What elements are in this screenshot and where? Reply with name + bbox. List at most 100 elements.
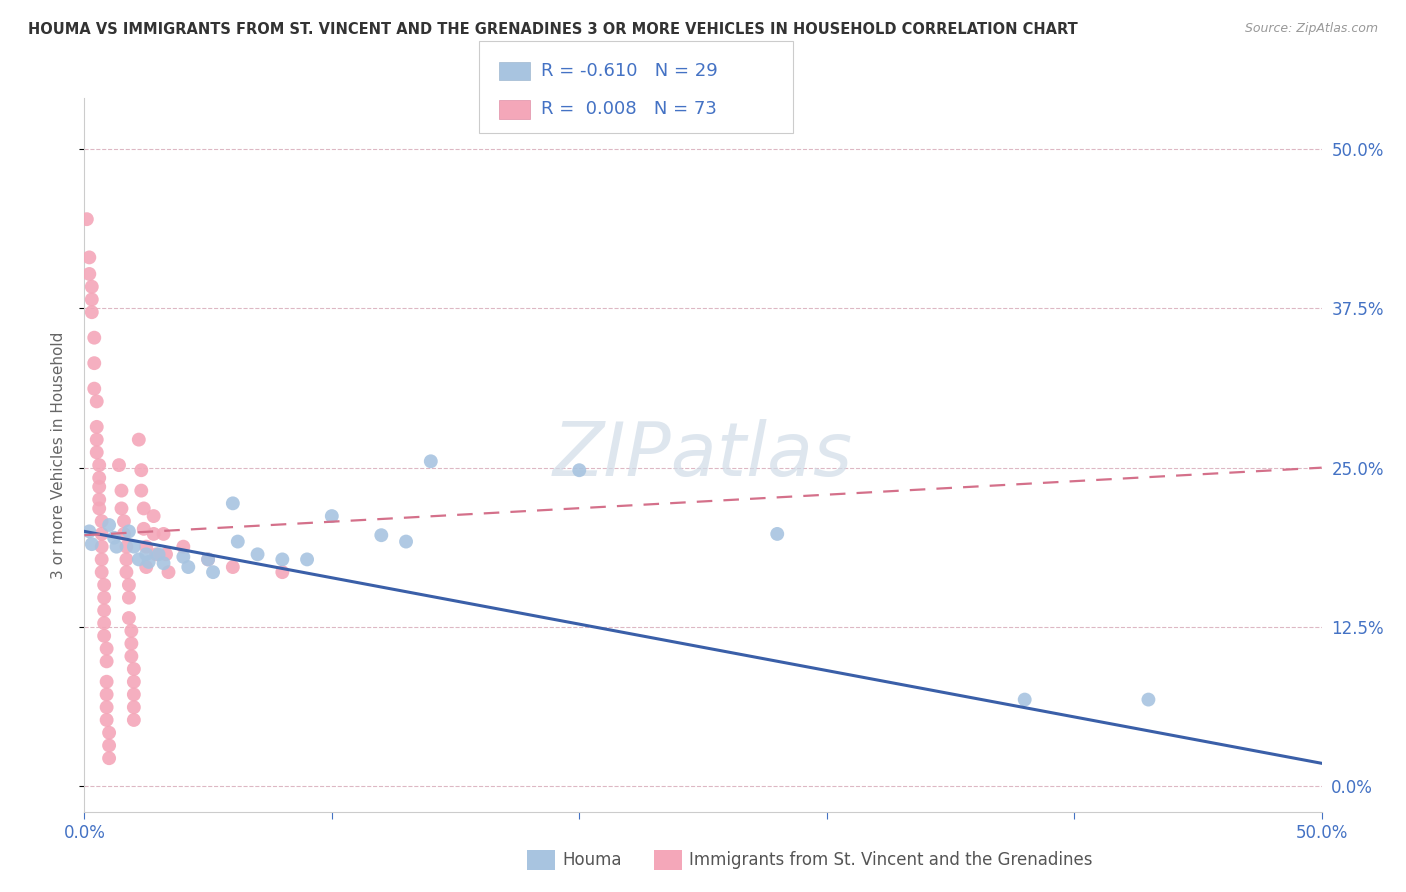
Point [90,565,112,579]
Point [129,463,152,477]
Point [120,624,142,638]
Point [157,565,180,579]
Point [120,636,142,650]
Point [86,394,108,409]
Point [79,251,101,265]
Point [96,713,118,727]
Point [122,540,145,554]
Point [79,524,101,539]
Point [108,458,131,472]
Point [96,654,118,668]
Point [89,480,111,494]
Point [222,496,245,510]
Point [118,524,141,539]
Point [86,433,108,447]
Point [122,662,145,676]
Point [177,560,200,574]
Point [115,552,138,566]
Point [80,305,103,319]
Point [89,458,111,472]
Text: Houma: Houma [562,851,621,869]
Text: Immigrants from St. Vincent and the Grenadines: Immigrants from St. Vincent and the Gren… [689,851,1092,869]
Point [103,531,125,545]
Text: HOUMA VS IMMIGRANTS FROM ST. VINCENT AND THE GRENADINES 3 OR MORE VEHICLES IN HO: HOUMA VS IMMIGRANTS FROM ST. VINCENT AND… [28,22,1078,37]
Point [83,356,105,370]
Point [80,279,103,293]
Point [122,688,145,702]
Point [98,518,121,533]
Point [197,552,219,566]
Text: ZIPatlas: ZIPatlas [553,419,853,491]
Text: R = -0.610   N = 29: R = -0.610 N = 29 [541,62,718,80]
Point [98,739,121,753]
Point [112,527,135,541]
Point [226,534,249,549]
Point [89,471,111,485]
Point [93,591,115,605]
Point [135,540,157,554]
Point [93,578,115,592]
Point [86,420,108,434]
Point [83,331,105,345]
Point [122,713,145,727]
Point [202,565,225,579]
Point [80,293,103,307]
Text: R =  0.008   N = 73: R = 0.008 N = 73 [541,100,717,119]
Point [148,547,170,561]
Point [89,492,111,507]
Point [96,674,118,689]
Point [110,501,132,516]
Point [295,552,318,566]
Point [568,463,591,477]
Point [132,501,155,516]
Point [222,560,245,574]
Point [152,527,174,541]
Point [271,565,294,579]
Point [1137,692,1160,706]
Point [76,212,98,227]
Point [172,540,194,554]
Point [395,534,418,549]
Point [96,641,118,656]
Point [90,540,112,554]
Point [90,552,112,566]
Point [98,725,121,739]
Text: Source: ZipAtlas.com: Source: ZipAtlas.com [1244,22,1378,36]
Point [271,552,294,566]
Point [152,556,174,570]
Point [142,527,165,541]
Point [118,591,141,605]
Point [115,565,138,579]
Y-axis label: 3 or more Vehicles in Household: 3 or more Vehicles in Household [51,331,66,579]
Point [118,578,141,592]
Point [118,611,141,625]
Point [132,522,155,536]
Point [89,501,111,516]
Point [197,552,219,566]
Point [129,483,152,498]
Point [86,445,108,459]
Point [112,514,135,528]
Point [98,751,121,765]
Point [766,527,789,541]
Point [142,509,165,524]
Point [90,514,112,528]
Point [419,454,441,468]
Point [246,547,269,561]
Point [96,700,118,714]
Point [370,528,392,542]
Point [110,483,132,498]
Point [321,509,343,524]
Point [90,527,112,541]
Point [155,547,177,561]
Point [80,537,103,551]
Point [93,616,115,631]
Point [128,433,150,447]
Point [105,540,128,554]
Point [83,382,105,396]
Point [79,267,101,281]
Point [96,688,118,702]
Point [93,629,115,643]
Point [1014,692,1036,706]
Point [93,603,115,617]
